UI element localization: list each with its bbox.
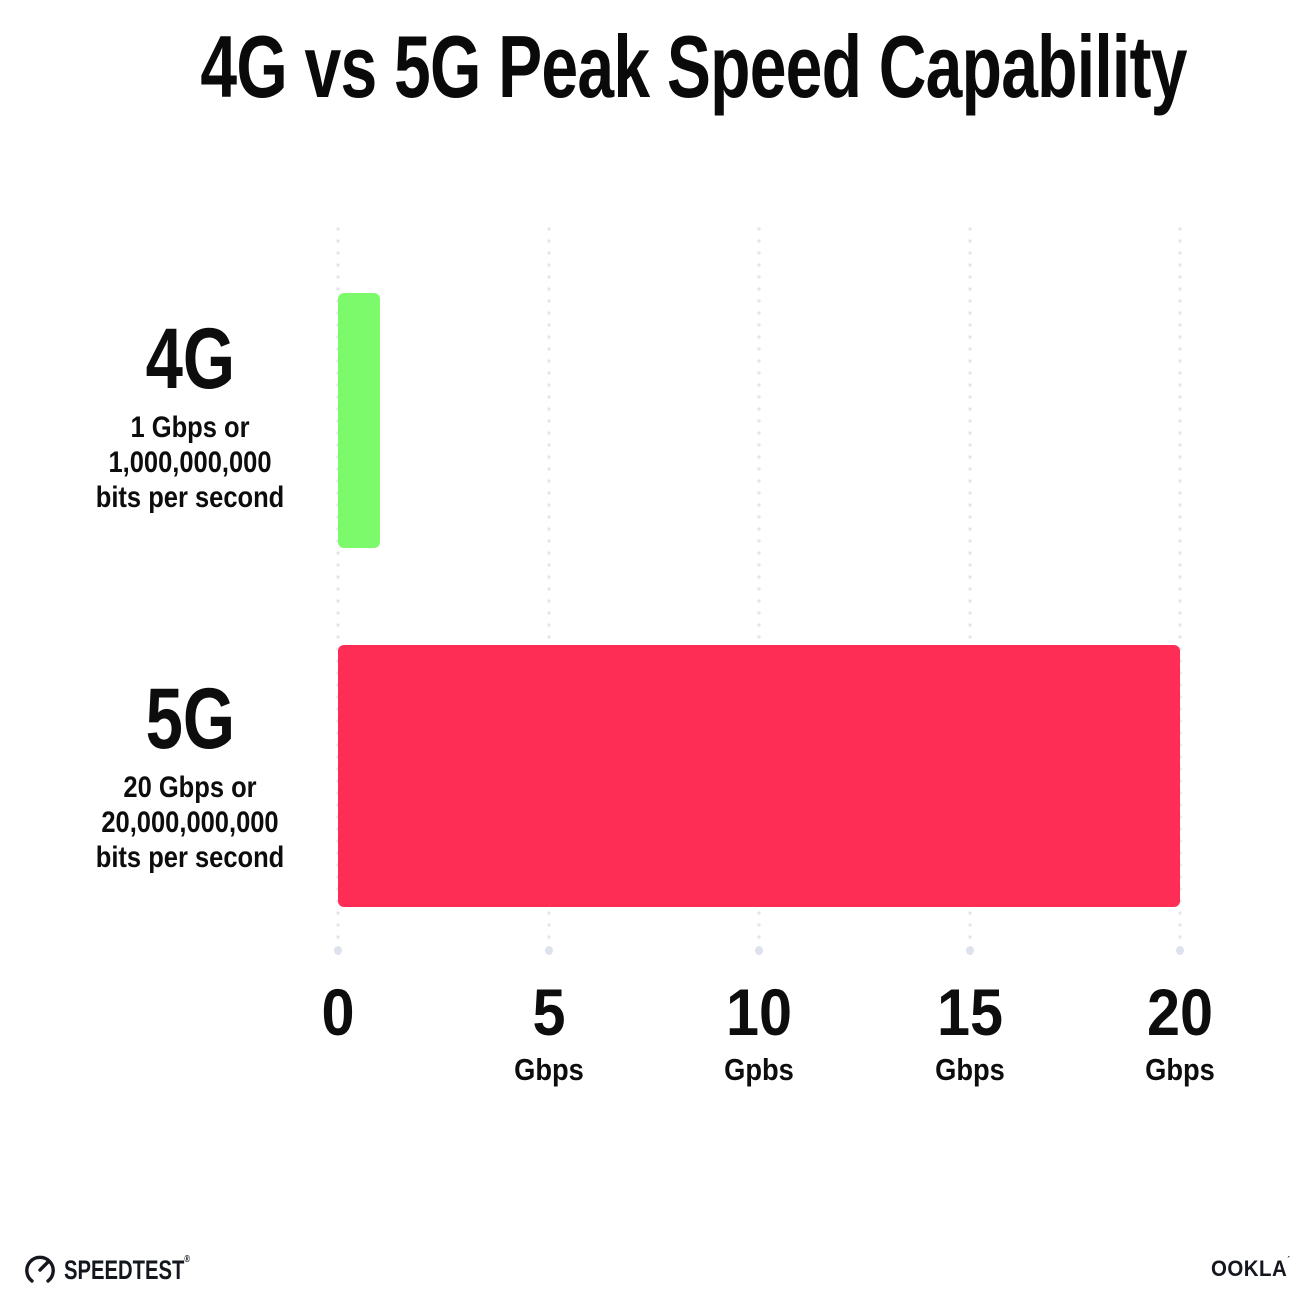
trademark-tick: ´ (1286, 1255, 1290, 1265)
ookla-wordmark: OOKLA (1210, 1256, 1287, 1281)
speedtest-wordmark: SPEEDTEST® (64, 1254, 190, 1286)
desc-line: 1,000,000,000 (108, 446, 272, 479)
tick-number: 5 (531, 975, 566, 1049)
tick-number: 0 (321, 975, 355, 1049)
tick-number: 15 (936, 975, 1003, 1049)
tick-unit: Gbps (513, 1052, 584, 1087)
desc-line: bits per second (95, 481, 285, 514)
tick-unit: Gbps (934, 1052, 1005, 1087)
bar-4g (338, 293, 381, 548)
category-desc-5g: 20 Gbps or 20,000,000,000 bits per secon… (54, 770, 326, 875)
tick-number: 20 (1146, 975, 1214, 1049)
tick-number: 10 (725, 975, 793, 1049)
registered-mark: ® (184, 1254, 190, 1265)
gridline-5 (546, 223, 551, 947)
category-name-4g: 4G (145, 311, 235, 407)
x-tick-0: 0 (320, 978, 357, 1054)
x-axis: 0 5 Gbps 10 Gpbs 15 Gbps 20 Gbps (321, 978, 1214, 1098)
gridline-15 (967, 223, 972, 947)
x-tick-5: 5 Gbps (509, 978, 588, 1085)
desc-line: 20,000,000,000 (101, 806, 279, 839)
desc-line: 1 Gbps or (130, 411, 250, 444)
speedtest-logo: SPEEDTEST® (22, 1252, 232, 1289)
x-tick-15: 15 Gbps (930, 978, 1009, 1085)
category-label-5g: 5G 20 Gbps or 20,000,000,000 bits per se… (30, 671, 350, 875)
gridline-20 (1178, 223, 1182, 947)
gridline-10 (757, 223, 761, 947)
speedtest-gauge-icon (25, 1255, 55, 1283)
desc-line: bits per second (95, 841, 285, 874)
chart-title: 4G vs 5G Peak Speed Capability (200, 17, 1187, 116)
category-desc-4g: 1 Gbps or 1,000,000,000 bits per second (54, 410, 326, 515)
x-tick-20: 20 Gbps (1140, 978, 1219, 1085)
gridline-0 (336, 223, 340, 947)
tick-unit: Gpbs (724, 1052, 794, 1087)
category-name-5g: 5G (145, 671, 235, 767)
desc-line: 20 Gbps or (123, 771, 257, 804)
plot-area (336, 223, 1182, 957)
page-title: 4G vs 5G Peak Speed Capability (36, 16, 1308, 118)
tick-unit: Gbps (1145, 1052, 1215, 1087)
x-tick-10: 10 Gpbs (719, 978, 798, 1085)
category-label-4g: 4G 1 Gbps or 1,000,000,000 bits per seco… (30, 311, 350, 515)
bar-5g (338, 645, 1180, 907)
ookla-logo: OOKLA´ (1211, 1256, 1290, 1282)
